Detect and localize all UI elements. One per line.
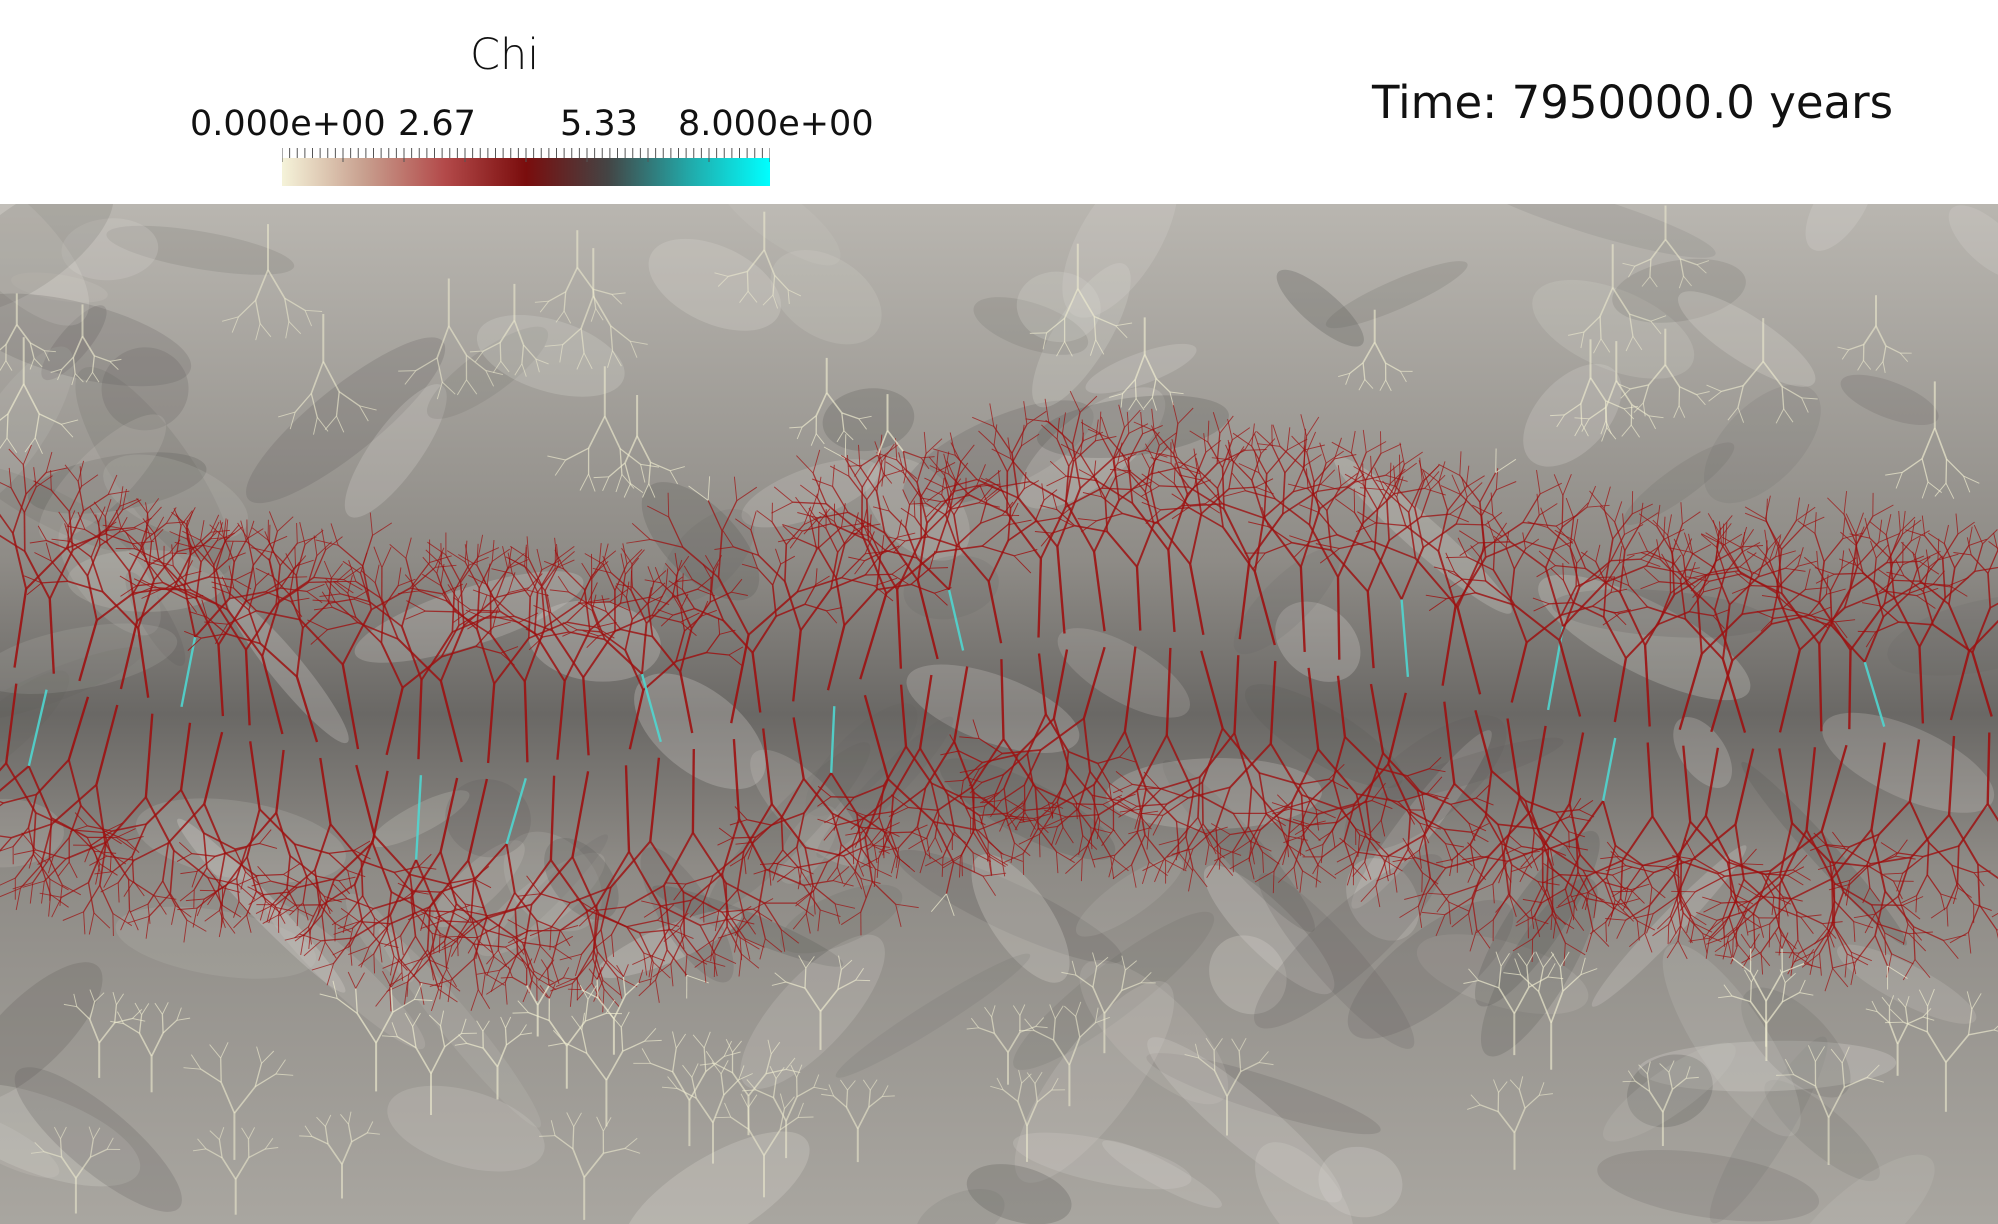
colorbar-tick-3: 5.33 — [560, 104, 638, 144]
colorbar-title: Chi — [470, 30, 540, 80]
colorbar-tick-marks — [282, 148, 770, 162]
terrain-view[interactable] — [0, 204, 1998, 1224]
colorbar-gradient — [282, 158, 770, 186]
colorbar-tick-min: 0.000e+00 — [190, 104, 386, 144]
colorbar — [282, 148, 770, 186]
time-annotation: Time: 7950000.0 years — [1372, 76, 1894, 129]
terrain-base — [0, 204, 1998, 1224]
hillshade-relief — [0, 204, 1998, 1224]
colorbar-tick-2: 2.67 — [398, 104, 476, 144]
drainage-network — [0, 205, 1998, 1220]
colorbar-tick-max: 8.000e+00 — [678, 104, 874, 144]
